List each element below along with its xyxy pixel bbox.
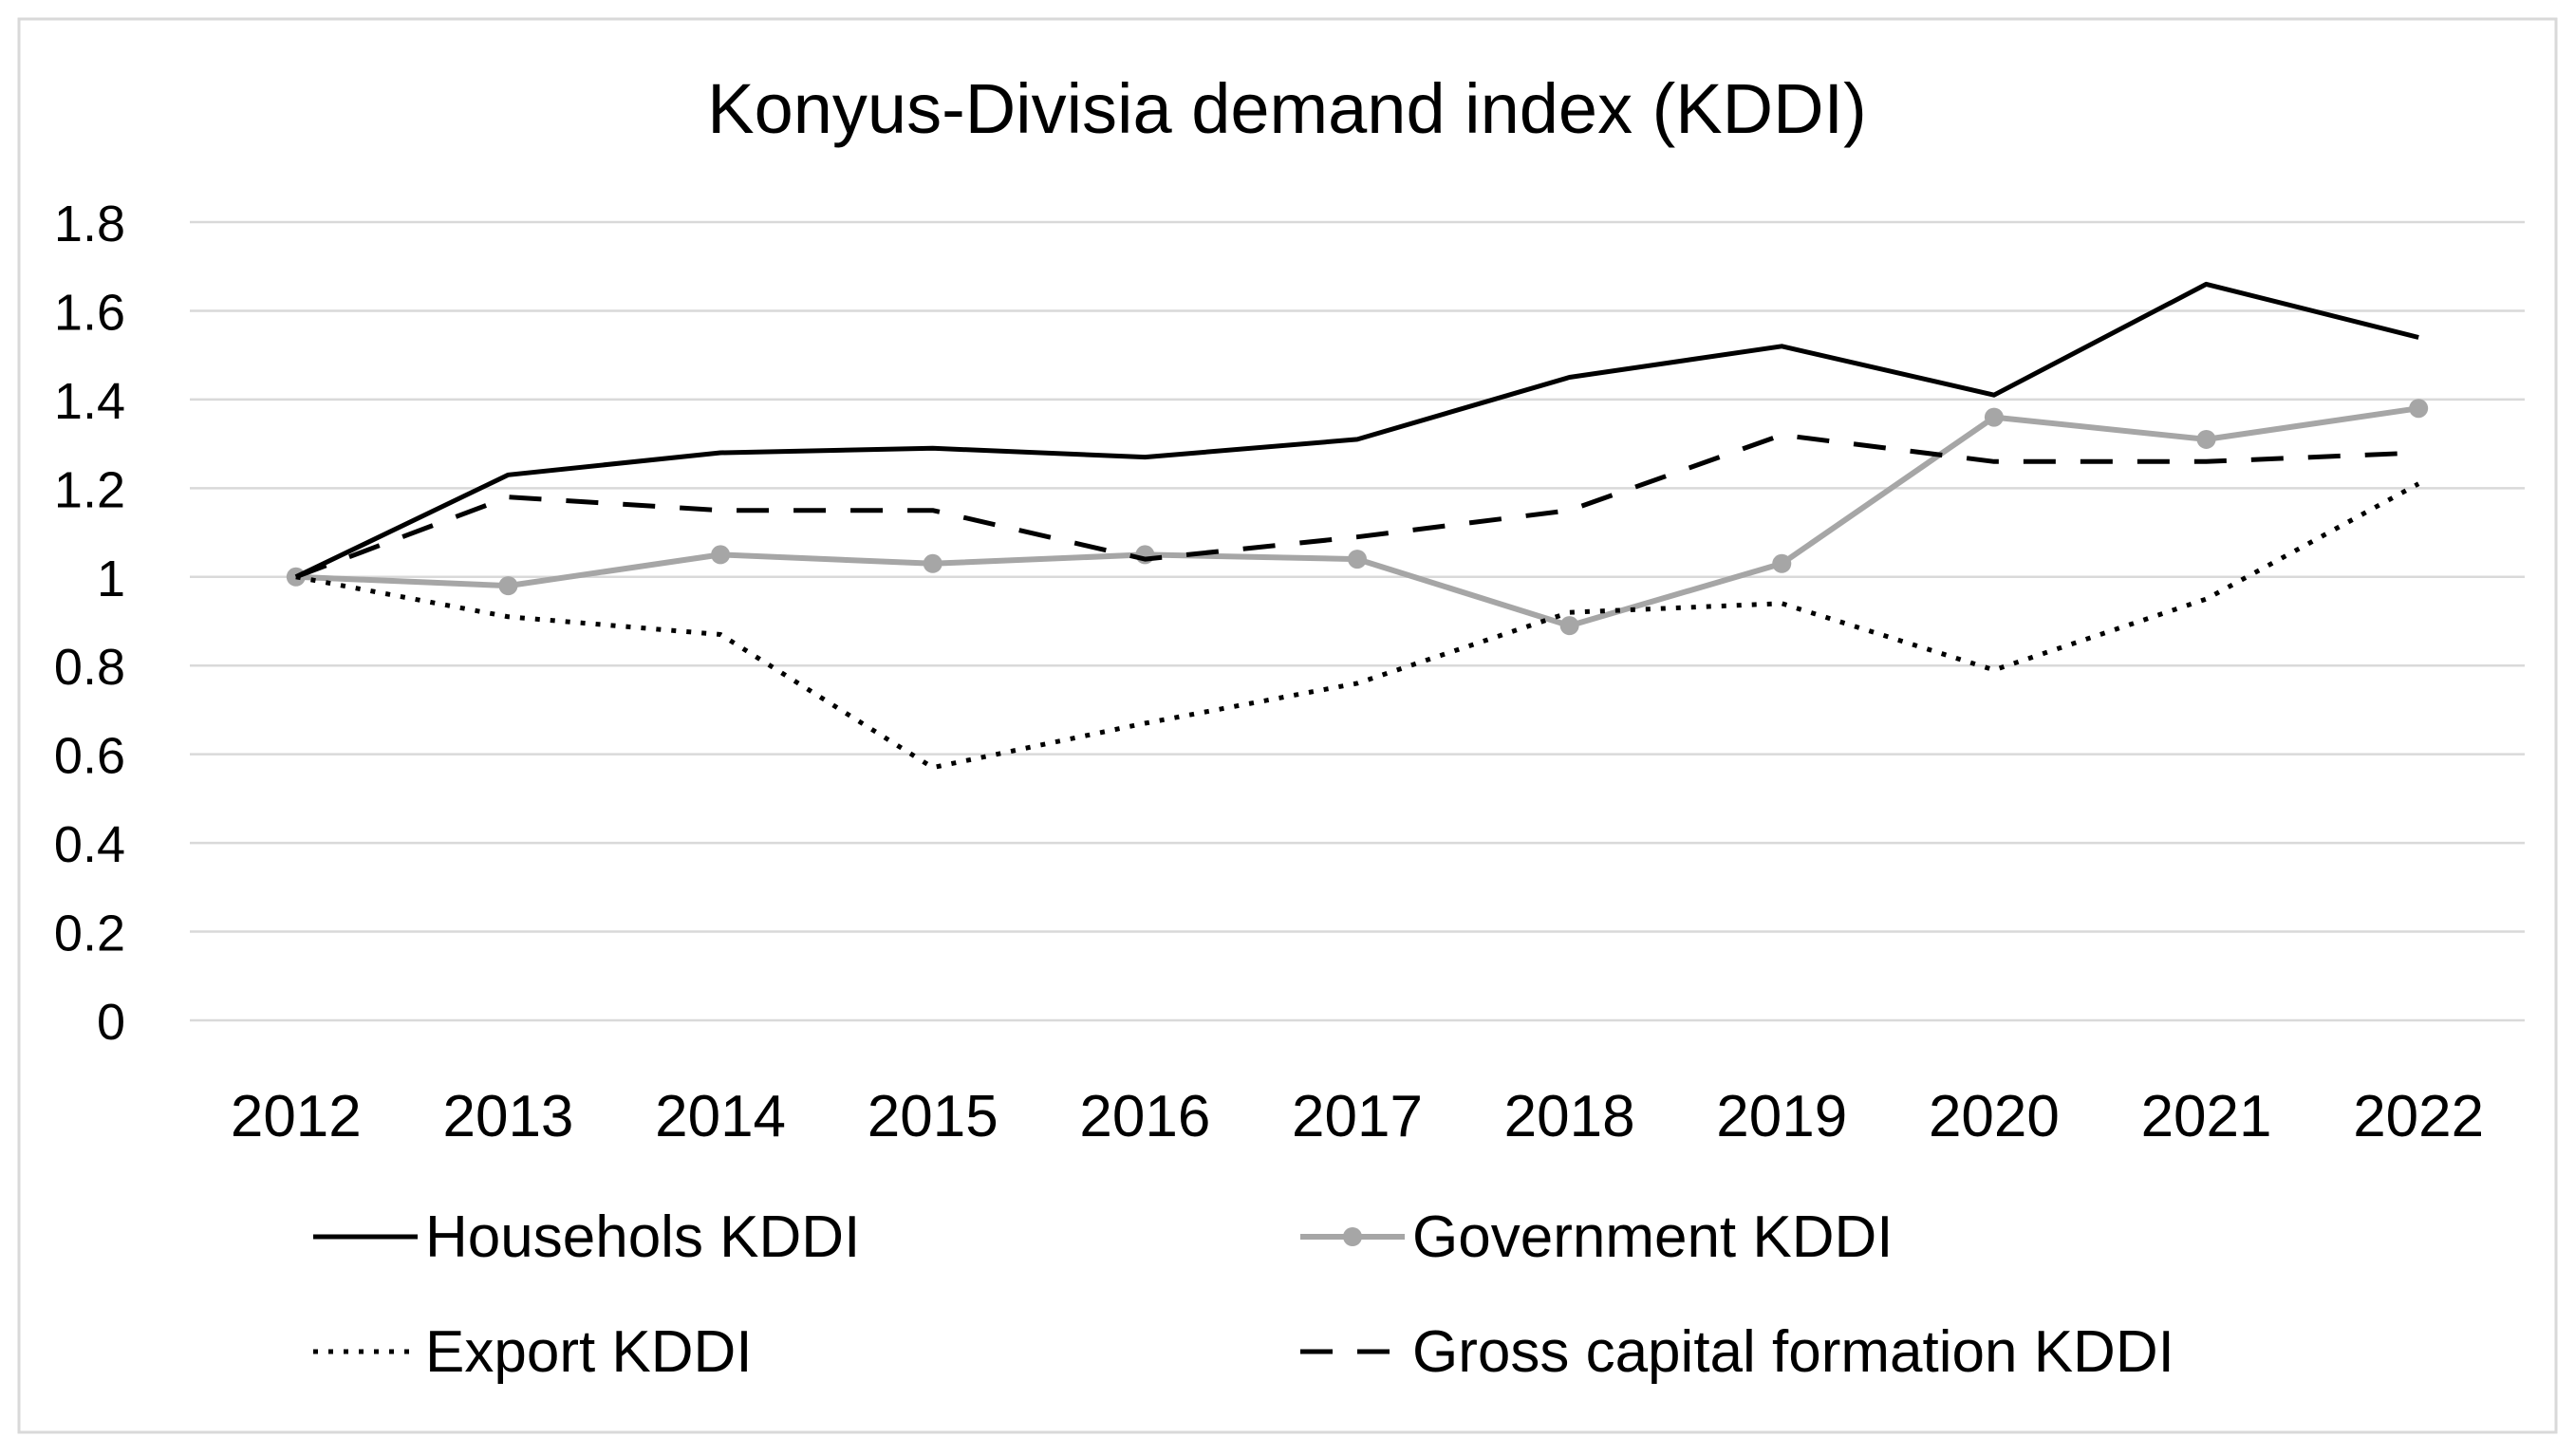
legend-label: Export KDDI — [425, 1319, 753, 1385]
chart-title: Konyus-Divisia demand index (KDDI) — [707, 69, 1866, 148]
legend: Househols KDDI Government KDDI Export KDDI… — [313, 1204, 2174, 1385]
y-tick-label: 1.6 — [54, 284, 125, 341]
y-tick-label: 0.6 — [54, 728, 125, 785]
series-export-kddi — [295, 481, 2420, 771]
x-tick-label: 2018 — [1504, 1084, 1635, 1149]
legend-item: Government KDDI — [1300, 1204, 1894, 1270]
data-point — [1559, 616, 1579, 636]
legend-marker — [1343, 1227, 1362, 1246]
y-tick-label: 0 — [97, 994, 125, 1051]
series-line — [295, 481, 2420, 771]
x-tick-label: 2012 — [231, 1084, 362, 1149]
x-tick-label: 2021 — [2141, 1084, 2272, 1149]
data-point — [498, 576, 518, 596]
series-lines — [286, 281, 2429, 771]
legend-label: Gross capital formation KDDI — [1412, 1319, 2174, 1385]
x-tick-label: 2017 — [1292, 1084, 1423, 1149]
gridlines — [190, 220, 2525, 1022]
x-tick-label: 2014 — [655, 1084, 786, 1149]
series-line — [294, 281, 2419, 580]
data-point — [1772, 553, 1792, 573]
data-point — [1348, 550, 1367, 569]
data-point — [923, 553, 942, 573]
y-tick-label: 1.8 — [54, 196, 125, 252]
chart-border — [17, 17, 2558, 1434]
legend-label: Government KDDI — [1412, 1204, 1894, 1270]
x-tick-label: 2016 — [1079, 1084, 1210, 1149]
x-tick-label: 2015 — [868, 1084, 998, 1149]
series-line — [294, 432, 2419, 580]
y-tick-label: 1 — [97, 551, 125, 607]
data-point — [1984, 407, 2004, 427]
legend-label: Househols KDDI — [425, 1204, 860, 1270]
y-tick-label: 0.2 — [54, 905, 125, 962]
legend-item: Gross capital formation KDDI — [1300, 1319, 2174, 1385]
data-point — [711, 545, 731, 565]
y-axis-ticks: 0 0.2 0.4 0.6 0.8 1 1.2 1.4 1.6 1.8 — [54, 196, 125, 1051]
x-tick-label: 2022 — [2353, 1084, 2484, 1149]
x-tick-label: 2019 — [1716, 1084, 1847, 1149]
legend-item: Export KDDI — [313, 1319, 753, 1385]
y-tick-label: 0.8 — [54, 639, 125, 696]
series-gross-capital-formation-kddi — [294, 432, 2419, 580]
legend-item: Househols KDDI — [313, 1204, 860, 1270]
data-point — [2409, 399, 2429, 419]
x-tick-label: 2013 — [442, 1084, 573, 1149]
y-tick-label: 1.2 — [54, 461, 125, 518]
x-axis-ticks: 2012 2013 2014 2015 2016 2017 2018 2019 2020 2021… — [231, 1084, 2484, 1149]
x-tick-label: 2020 — [1929, 1084, 2060, 1149]
y-tick-label: 0.4 — [54, 816, 125, 873]
series-househols-kddi — [294, 281, 2419, 580]
data-point — [2196, 429, 2216, 449]
y-tick-label: 1.4 — [54, 373, 125, 430]
